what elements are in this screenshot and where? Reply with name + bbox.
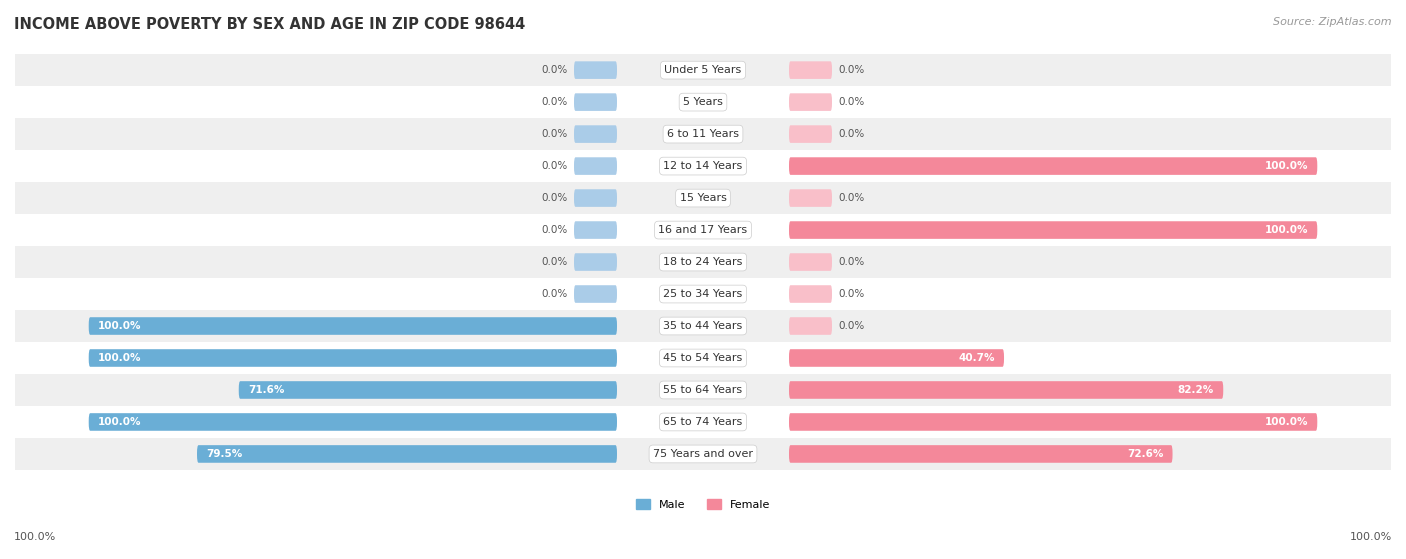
- Text: 5 Years: 5 Years: [683, 97, 723, 107]
- Text: 0.0%: 0.0%: [838, 65, 865, 75]
- Bar: [15, 438, 1391, 470]
- Text: 0.0%: 0.0%: [541, 193, 568, 203]
- FancyBboxPatch shape: [574, 157, 617, 175]
- Text: 0.0%: 0.0%: [541, 97, 568, 107]
- Text: 0.0%: 0.0%: [838, 193, 865, 203]
- Text: 0.0%: 0.0%: [838, 289, 865, 299]
- FancyBboxPatch shape: [574, 285, 617, 303]
- FancyBboxPatch shape: [789, 221, 1317, 239]
- Bar: [15, 406, 1391, 438]
- Bar: [15, 310, 1391, 342]
- Text: 82.2%: 82.2%: [1178, 385, 1213, 395]
- Bar: [15, 182, 1391, 214]
- Bar: [15, 214, 1391, 246]
- Text: 79.5%: 79.5%: [207, 449, 242, 459]
- Text: 0.0%: 0.0%: [541, 289, 568, 299]
- Text: 100.0%: 100.0%: [14, 532, 56, 542]
- Bar: [15, 118, 1391, 150]
- Text: 25 to 34 Years: 25 to 34 Years: [664, 289, 742, 299]
- Text: Under 5 Years: Under 5 Years: [665, 65, 741, 75]
- Text: INCOME ABOVE POVERTY BY SEX AND AGE IN ZIP CODE 98644: INCOME ABOVE POVERTY BY SEX AND AGE IN Z…: [14, 17, 526, 32]
- FancyBboxPatch shape: [789, 93, 832, 111]
- Text: 100.0%: 100.0%: [98, 417, 142, 427]
- Text: 71.6%: 71.6%: [247, 385, 284, 395]
- FancyBboxPatch shape: [89, 413, 617, 431]
- FancyBboxPatch shape: [574, 253, 617, 271]
- FancyBboxPatch shape: [789, 125, 832, 143]
- Text: 35 to 44 Years: 35 to 44 Years: [664, 321, 742, 331]
- Bar: [15, 246, 1391, 278]
- Bar: [15, 278, 1391, 310]
- Text: 100.0%: 100.0%: [1264, 225, 1308, 235]
- Text: 0.0%: 0.0%: [838, 257, 865, 267]
- Text: 16 and 17 Years: 16 and 17 Years: [658, 225, 748, 235]
- Text: 12 to 14 Years: 12 to 14 Years: [664, 161, 742, 171]
- FancyBboxPatch shape: [789, 349, 1004, 367]
- Text: 0.0%: 0.0%: [541, 161, 568, 171]
- Text: 15 Years: 15 Years: [679, 193, 727, 203]
- Bar: [15, 86, 1391, 118]
- FancyBboxPatch shape: [239, 381, 617, 399]
- FancyBboxPatch shape: [789, 317, 832, 335]
- Bar: [15, 54, 1391, 86]
- FancyBboxPatch shape: [197, 445, 617, 463]
- Text: 100.0%: 100.0%: [98, 321, 142, 331]
- FancyBboxPatch shape: [789, 413, 1317, 431]
- Bar: [15, 150, 1391, 182]
- FancyBboxPatch shape: [789, 61, 832, 79]
- FancyBboxPatch shape: [89, 349, 617, 367]
- Text: 0.0%: 0.0%: [838, 97, 865, 107]
- Text: 0.0%: 0.0%: [541, 257, 568, 267]
- FancyBboxPatch shape: [574, 93, 617, 111]
- Text: 0.0%: 0.0%: [838, 321, 865, 331]
- FancyBboxPatch shape: [574, 125, 617, 143]
- Text: 65 to 74 Years: 65 to 74 Years: [664, 417, 742, 427]
- Text: 0.0%: 0.0%: [541, 225, 568, 235]
- Legend: Male, Female: Male, Female: [631, 495, 775, 514]
- FancyBboxPatch shape: [789, 253, 832, 271]
- Text: Source: ZipAtlas.com: Source: ZipAtlas.com: [1274, 17, 1392, 27]
- FancyBboxPatch shape: [574, 190, 617, 207]
- Text: 72.6%: 72.6%: [1128, 449, 1163, 459]
- FancyBboxPatch shape: [789, 445, 1173, 463]
- Text: 45 to 54 Years: 45 to 54 Years: [664, 353, 742, 363]
- Text: 40.7%: 40.7%: [959, 353, 995, 363]
- Text: 6 to 11 Years: 6 to 11 Years: [666, 129, 740, 139]
- FancyBboxPatch shape: [789, 190, 832, 207]
- FancyBboxPatch shape: [89, 317, 617, 335]
- FancyBboxPatch shape: [574, 61, 617, 79]
- Text: 0.0%: 0.0%: [541, 129, 568, 139]
- Text: 100.0%: 100.0%: [1350, 532, 1392, 542]
- Text: 0.0%: 0.0%: [838, 129, 865, 139]
- Bar: [15, 342, 1391, 374]
- FancyBboxPatch shape: [574, 221, 617, 239]
- Text: 100.0%: 100.0%: [1264, 417, 1308, 427]
- FancyBboxPatch shape: [789, 381, 1223, 399]
- Text: 18 to 24 Years: 18 to 24 Years: [664, 257, 742, 267]
- Text: 0.0%: 0.0%: [541, 65, 568, 75]
- Text: 75 Years and over: 75 Years and over: [652, 449, 754, 459]
- FancyBboxPatch shape: [789, 157, 1317, 175]
- FancyBboxPatch shape: [789, 285, 832, 303]
- Bar: [15, 374, 1391, 406]
- Text: 55 to 64 Years: 55 to 64 Years: [664, 385, 742, 395]
- Text: 100.0%: 100.0%: [98, 353, 142, 363]
- Text: 100.0%: 100.0%: [1264, 161, 1308, 171]
